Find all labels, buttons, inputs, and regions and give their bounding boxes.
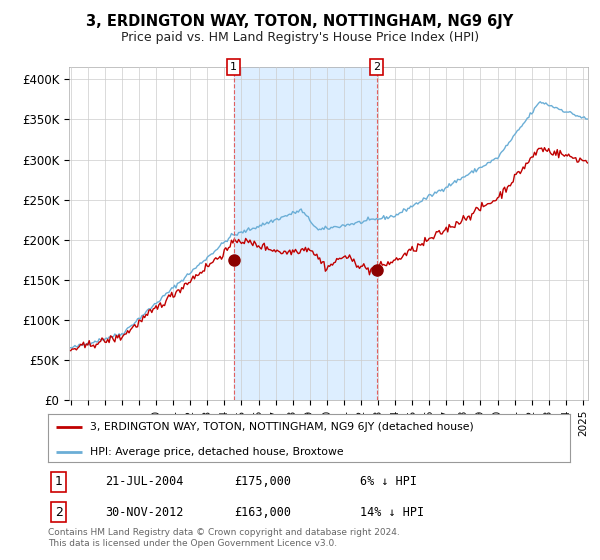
Text: Price paid vs. HM Land Registry's House Price Index (HPI): Price paid vs. HM Land Registry's House … [121,31,479,44]
Text: 3, ERDINGTON WAY, TOTON, NOTTINGHAM, NG9 6JY: 3, ERDINGTON WAY, TOTON, NOTTINGHAM, NG9… [86,14,514,29]
Bar [234,67,377,400]
Text: 6% ↓ HPI: 6% ↓ HPI [360,475,417,488]
Text: 14% ↓ HPI: 14% ↓ HPI [360,506,424,519]
Text: 21-JUL-2004: 21-JUL-2004 [105,475,184,488]
Text: 2: 2 [55,506,63,519]
Text: 1: 1 [230,62,237,72]
Text: Contains HM Land Registry data © Crown copyright and database right 2024.
This d: Contains HM Land Registry data © Crown c… [48,528,400,548]
Text: 1: 1 [55,475,63,488]
Text: 3, ERDINGTON WAY, TOTON, NOTTINGHAM, NG9 6JY (detached house): 3, ERDINGTON WAY, TOTON, NOTTINGHAM, NG9… [90,422,473,432]
Text: HPI: Average price, detached house, Broxtowe: HPI: Average price, detached house, Brox… [90,446,343,456]
Text: £163,000: £163,000 [234,506,291,519]
Text: 30-NOV-2012: 30-NOV-2012 [105,506,184,519]
Text: £175,000: £175,000 [234,475,291,488]
Text: 2: 2 [373,62,380,72]
